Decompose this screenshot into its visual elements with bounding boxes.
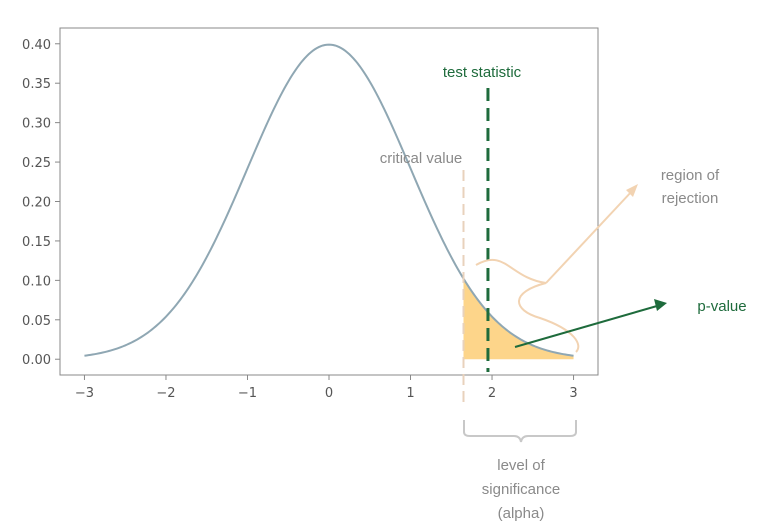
y-tick-label: 0.05 <box>22 314 51 329</box>
curve-point-4 <box>246 167 248 169</box>
y-tick-label: 0.40 <box>22 38 51 53</box>
alpha-label-line1: level of <box>497 457 545 474</box>
normal-curve <box>84 43 574 357</box>
y-tick-label: 0.00 <box>22 353 51 368</box>
p-value-arrow-line <box>514 305 658 348</box>
curve-point-6 <box>328 44 330 46</box>
tick-layer: −3 −2 −1 0 1 2 3 0.00 0.05 0.10 0.15 0.20 0.25 0.30 0.… <box>22 38 578 401</box>
p-value-arrow-head <box>654 299 667 311</box>
x-tick-label: 1 <box>406 386 414 401</box>
x-tick-label: −2 <box>156 386 175 401</box>
test-statistic-label: test statistic <box>443 64 522 81</box>
alpha-label-line3: (alpha) <box>498 505 545 522</box>
x-tick-label: 3 <box>569 386 577 401</box>
rejection-region-brace <box>475 258 580 353</box>
x-tick-label: 0 <box>325 386 333 401</box>
y-tick-label: 0.15 <box>22 235 51 250</box>
region-of-rejection-label-line1: region of <box>661 167 720 184</box>
curve-point-3 <box>206 256 208 258</box>
y-tick-label: 0.10 <box>22 274 51 289</box>
curve-point-11 <box>532 344 534 346</box>
curve-point-12 <box>573 355 575 357</box>
alpha-bracket <box>463 420 577 443</box>
plot-layer <box>59 27 667 443</box>
p-value-label: p-value <box>697 298 746 315</box>
y-tick-label: 0.35 <box>22 77 51 92</box>
y-tick-label: 0.30 <box>22 117 51 132</box>
x-tick-label: 2 <box>488 386 496 401</box>
curve-point-9 <box>450 256 452 258</box>
region-of-rejection-label-line2: rejection <box>662 190 719 207</box>
y-tick-label: 0.20 <box>22 196 51 211</box>
curve-point-7 <box>369 81 371 83</box>
curve-point-8 <box>410 167 412 169</box>
curve-point-1 <box>124 344 126 346</box>
curve-point-2 <box>165 316 167 318</box>
rejection-region-fill <box>463 278 574 360</box>
critical-value-label: critical value <box>380 150 463 167</box>
x-tick-label: −1 <box>238 386 257 401</box>
curve-point-0 <box>83 355 85 357</box>
y-tick-label: 0.25 <box>22 156 51 171</box>
rejection-region-arrow-head <box>626 184 638 197</box>
alpha-label-line2: significance <box>482 481 560 498</box>
curve-point-5 <box>287 81 289 83</box>
curve-point-10 <box>491 316 493 318</box>
x-tick-label: −3 <box>75 386 94 401</box>
rejection-region-arrow-line <box>545 189 634 284</box>
